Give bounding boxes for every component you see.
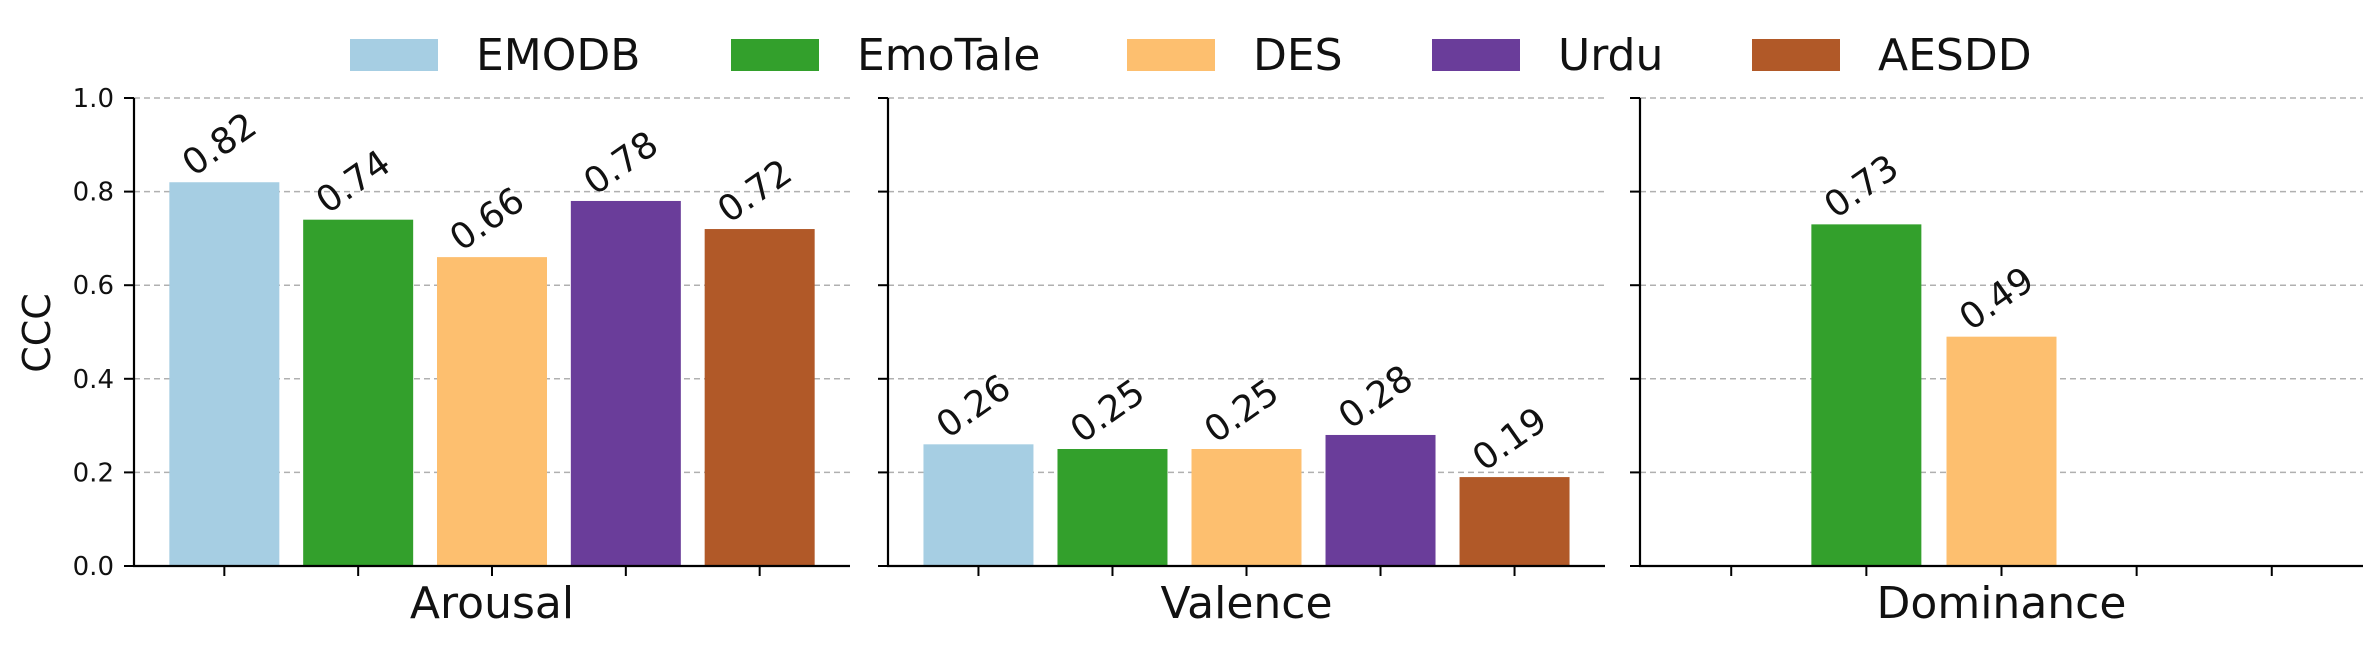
legend-item-aesdd: AESDD [1752, 30, 2032, 81]
legend-label: AESDD [1878, 30, 2032, 81]
bar-arousal-urdu [570, 200, 681, 566]
panel-label: Valence [1160, 578, 1332, 629]
data-label: 0.28 [1331, 358, 1420, 438]
legend-swatch [1752, 39, 1840, 71]
data-label: 0.78 [577, 124, 666, 204]
data-label: 0.19 [1465, 400, 1554, 480]
y-tick-label: 0.4 [73, 365, 114, 395]
bar-valence-emodb [923, 444, 1034, 566]
y-tick-label: 1.0 [73, 84, 114, 114]
bar-valence-emotale [1057, 449, 1168, 566]
y-axis-title: CCC [15, 293, 59, 373]
chart-panels: 0.82 0.74 0.660.78 0.720.00.20.40.60.81.0Ar… [73, 84, 2363, 629]
bar-dominance-emotale [1811, 224, 1922, 567]
y-tick-label: 0.2 [73, 458, 114, 488]
y-tick-label: 0.8 [73, 178, 114, 208]
data-label: 0.25 [1197, 372, 1286, 452]
bar-arousal-des [437, 257, 547, 566]
data-label: 0.25 [1063, 372, 1152, 452]
legend-label: EmoTale [857, 30, 1040, 81]
y-tick-label: 0.0 [73, 552, 114, 582]
bar-valence-aesdd [1459, 477, 1570, 566]
legend-item-des: DES [1127, 30, 1343, 81]
data-label: 0.49 [1952, 259, 2041, 339]
legend-label: Urdu [1558, 30, 1663, 81]
legend-label: EMODB [476, 30, 640, 81]
data-label: 0.73 [1817, 147, 1906, 227]
legend-item-emotale: EmoTale [731, 30, 1040, 81]
legend-swatch [350, 39, 438, 71]
y-tick-label: 0.6 [73, 271, 114, 301]
bar-valence-urdu [1325, 434, 1436, 566]
legend-swatch [1127, 39, 1215, 71]
panel-label: Arousal [410, 578, 574, 629]
panel-arousal: 0.82 0.74 0.660.78 0.720.00.20.40.60.81.0Ar… [73, 84, 850, 629]
panel-dominance: 0.73 0.49 Dominance [1630, 97, 2363, 629]
legend: EMODB EmoTale DES Urdu AESDD [350, 30, 2032, 81]
data-label: 0.74 [309, 142, 398, 222]
bar-valence-des [1191, 449, 1302, 566]
legend-label: DES [1253, 30, 1343, 81]
legend-swatch [1432, 39, 1520, 71]
bar-dominance-des [1946, 336, 2057, 566]
data-label: 0.82 [175, 105, 264, 185]
legend-item-emodb: EMODB [350, 30, 640, 81]
legend-swatch [731, 39, 819, 71]
bar-arousal-emotale [303, 219, 414, 566]
panel-label: Dominance [1877, 578, 2127, 629]
legend-item-urdu: Urdu [1432, 30, 1663, 81]
bar-arousal-emodb [169, 182, 280, 567]
bar-arousal-aesdd [704, 229, 815, 567]
data-label: 0.72 [710, 152, 799, 232]
